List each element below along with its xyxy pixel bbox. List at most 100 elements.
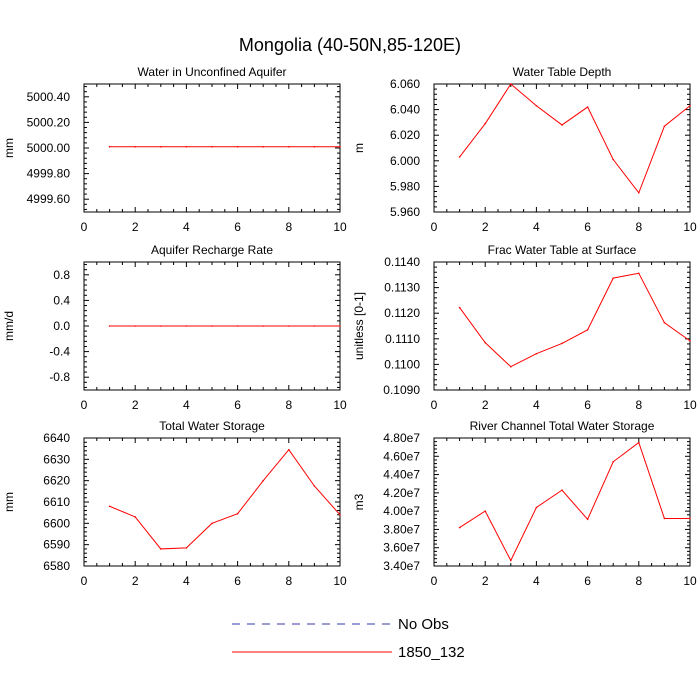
legend-label: No Obs (398, 616, 449, 633)
x-tick-label: 2 (132, 398, 139, 412)
data-point (211, 325, 213, 327)
chart-panel-3: Aquifer Recharge Rate mm/d 0 2 4 6 8 10 -0.8 -0.4… (2, 243, 347, 412)
data-point (134, 516, 136, 518)
data-point (663, 517, 666, 520)
x-tick-label: 0 (81, 398, 88, 412)
legend-label: 1850_132 (398, 644, 465, 661)
data-point (689, 340, 691, 342)
data-point (612, 158, 614, 161)
y-tick-label: 3.60e7 (383, 541, 420, 555)
y-tick-label: 4.80e7 (383, 431, 420, 445)
x-tick-label: 2 (132, 574, 139, 588)
y-tick-label: 5000.00 (27, 141, 71, 155)
y-axis-label: mm (2, 138, 16, 158)
data-point (211, 145, 213, 148)
legend: No Obs 1850_132 (232, 616, 465, 661)
data-point (638, 441, 640, 444)
series-line (459, 441, 690, 562)
y-tick-label: 3.80e7 (383, 522, 420, 536)
panel-title: Total Water Storage (159, 419, 265, 433)
x-tick-label: 6 (584, 220, 591, 234)
data-point (586, 329, 589, 331)
x-tick-label: 8 (285, 220, 292, 234)
data-point (458, 306, 461, 309)
panels: Water in Unconfined Aquifer mm 0 2 4 6 8 10 4999… (2, 65, 697, 588)
y-axis-label: m3 (352, 493, 366, 510)
y-tick-label: 6600 (43, 516, 70, 530)
plot-frame (433, 261, 691, 391)
data-point (458, 156, 461, 158)
y-tick-label: 3.40e7 (383, 559, 420, 573)
x-tick-label: 6 (584, 574, 591, 588)
data-point (663, 321, 666, 324)
data-point (535, 506, 538, 509)
data-point (612, 460, 614, 463)
data-point (510, 83, 512, 85)
x-tick-label: 4 (533, 574, 540, 588)
data-point (663, 125, 666, 128)
data-point (458, 526, 461, 529)
x-tick-label: 0 (81, 574, 88, 588)
data-point (535, 104, 538, 107)
data-point (134, 145, 136, 148)
data-point (236, 325, 239, 327)
x-tick-label: 10 (683, 574, 697, 588)
x-tick-label: 4 (183, 574, 190, 588)
y-tick-label: 6.000 (390, 154, 420, 168)
data-point (211, 522, 213, 525)
x-tick-label: 8 (285, 398, 292, 412)
y-tick-label: 0.1100 (384, 357, 420, 371)
data-point (185, 547, 188, 549)
chart-panel-4: Frac Water Table at Surface unitless [0-1… (352, 243, 697, 412)
x-tick-label: 6 (234, 574, 241, 588)
x-tick-label: 6 (234, 398, 241, 412)
y-tick-label: 4.60e7 (383, 449, 420, 463)
x-tick-label: 8 (635, 398, 642, 412)
data-point (689, 517, 691, 520)
y-tick-label: 4.00e7 (383, 504, 420, 518)
data-point (313, 145, 316, 148)
data-point (108, 325, 111, 327)
x-tick-label: 2 (482, 398, 489, 412)
data-point (108, 505, 111, 508)
panel-title: Frac Water Table at Surface (488, 243, 637, 257)
data-point (236, 145, 239, 148)
data-point (339, 325, 341, 327)
x-tick-label: 10 (333, 398, 347, 412)
data-point (160, 325, 162, 327)
x-tick-label: 10 (333, 574, 347, 588)
chart-panel-2: Water Table Depth m 0 2 4 6 8 10 5.960 5.980 6.000… (352, 65, 697, 234)
data-point (561, 342, 563, 345)
chart-panel-5: Total Water Storage mm 0 2 4 6 8 10 6580 6590 6600… (2, 419, 347, 588)
y-tick-label: 6.040 (390, 103, 420, 117)
data-point (586, 106, 589, 108)
chart-panel-6: River Channel Total Water Storage m3 0 2 4 6 8… (352, 419, 697, 588)
y-tick-label: -0.8 (49, 370, 70, 384)
data-point (586, 518, 589, 521)
data-point (535, 352, 538, 355)
x-tick-label: 4 (533, 220, 540, 234)
panel-title: Aquifer Recharge Rate (151, 243, 273, 257)
x-tick-label: 8 (635, 220, 642, 234)
data-point (484, 341, 487, 344)
y-tick-label: 0.8 (53, 268, 70, 282)
y-tick-label: 4999.80 (27, 167, 71, 181)
series-line (459, 272, 691, 368)
y-tick-label: 5.960 (390, 205, 420, 219)
x-tick-label: 0 (431, 220, 438, 234)
y-tick-label: 6590 (43, 538, 70, 552)
x-tick-label: 0 (431, 398, 438, 412)
data-point (313, 485, 316, 487)
x-tick-label: 8 (285, 574, 292, 588)
x-tick-label: 4 (183, 220, 190, 234)
data-point (262, 325, 265, 327)
figure-title: Mongolia (40-50N,85-120E) (239, 35, 461, 55)
x-tick-label: 4 (183, 398, 190, 412)
data-point (185, 325, 188, 327)
x-tick-label: 8 (635, 574, 642, 588)
data-point (134, 325, 136, 327)
y-tick-label: 0.1110 (385, 332, 420, 346)
data-point (236, 512, 239, 515)
data-point (160, 145, 162, 148)
x-tick-label: 10 (683, 220, 697, 234)
